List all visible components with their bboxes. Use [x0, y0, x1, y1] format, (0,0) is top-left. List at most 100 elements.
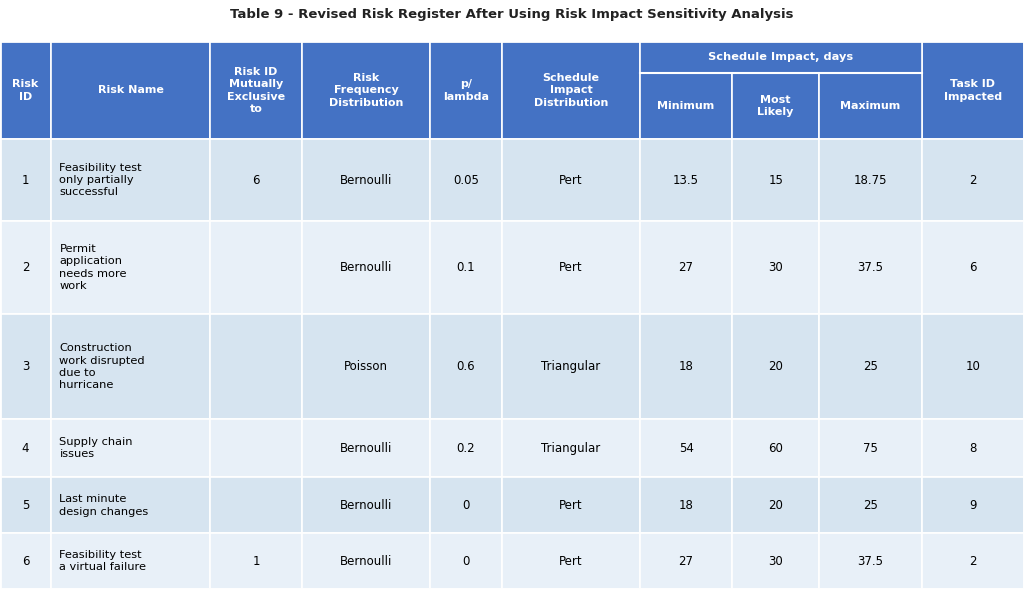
- Bar: [732, 478, 819, 533]
- Text: Bernoulli: Bernoulli: [340, 261, 392, 274]
- Bar: [732, 315, 819, 419]
- Bar: [640, 140, 732, 221]
- Bar: [922, 315, 1024, 419]
- Text: Bernoulli: Bernoulli: [340, 499, 392, 512]
- Text: Pert: Pert: [559, 555, 583, 568]
- Bar: [210, 140, 302, 221]
- Bar: [210, 221, 302, 315]
- Bar: [502, 221, 640, 315]
- Bar: [0, 41, 51, 140]
- Bar: [302, 140, 430, 221]
- Text: Triangular: Triangular: [542, 442, 600, 455]
- Bar: [51, 221, 210, 315]
- Text: Pert: Pert: [559, 174, 583, 187]
- Bar: [430, 533, 502, 589]
- Text: Pert: Pert: [559, 499, 583, 512]
- Text: 18.75: 18.75: [854, 174, 887, 187]
- Bar: [0, 315, 51, 419]
- Text: 60: 60: [768, 442, 783, 455]
- Bar: [430, 315, 502, 419]
- Bar: [640, 221, 732, 315]
- Bar: [210, 478, 302, 533]
- Bar: [922, 41, 1024, 140]
- Bar: [430, 419, 502, 478]
- Bar: [819, 533, 922, 589]
- Text: 54: 54: [679, 442, 693, 455]
- Bar: [210, 41, 302, 140]
- Bar: [922, 533, 1024, 589]
- Bar: [640, 478, 732, 533]
- Text: Pert: Pert: [559, 261, 583, 274]
- Bar: [430, 41, 502, 140]
- Bar: [922, 419, 1024, 478]
- Text: 25: 25: [863, 360, 878, 373]
- Text: 0: 0: [462, 555, 470, 568]
- Text: Bernoulli: Bernoulli: [340, 442, 392, 455]
- Bar: [210, 419, 302, 478]
- Text: 37.5: 37.5: [857, 555, 884, 568]
- Bar: [51, 419, 210, 478]
- Text: 75: 75: [863, 442, 878, 455]
- Text: Triangular: Triangular: [542, 360, 600, 373]
- Bar: [819, 72, 922, 140]
- Text: 18: 18: [679, 360, 693, 373]
- Text: 27: 27: [679, 261, 693, 274]
- Bar: [732, 419, 819, 478]
- Bar: [502, 419, 640, 478]
- Text: Risk
Frequency
Distribution: Risk Frequency Distribution: [329, 73, 403, 108]
- Text: 18: 18: [679, 499, 693, 512]
- Text: 6: 6: [969, 261, 977, 274]
- Text: 0.05: 0.05: [453, 174, 479, 187]
- Bar: [922, 221, 1024, 315]
- Text: 0.6: 0.6: [457, 360, 475, 373]
- Text: Permit
application
needs more
work: Permit application needs more work: [59, 244, 127, 291]
- Bar: [502, 478, 640, 533]
- Text: Risk
ID: Risk ID: [12, 79, 39, 101]
- Bar: [0, 221, 51, 315]
- Bar: [732, 140, 819, 221]
- Text: Construction
work disrupted
due to
hurricane: Construction work disrupted due to hurri…: [59, 343, 145, 391]
- Bar: [210, 533, 302, 589]
- Text: 30: 30: [768, 261, 783, 274]
- Text: Bernoulli: Bernoulli: [340, 174, 392, 187]
- Bar: [502, 41, 640, 140]
- Text: Supply chain
issues: Supply chain issues: [59, 437, 133, 459]
- Bar: [51, 41, 210, 140]
- Bar: [51, 140, 210, 221]
- Bar: [0, 140, 51, 221]
- Bar: [640, 72, 732, 140]
- Text: Maximum: Maximum: [841, 101, 900, 111]
- Text: 30: 30: [768, 555, 783, 568]
- Text: 20: 20: [768, 360, 783, 373]
- Text: Bernoulli: Bernoulli: [340, 555, 392, 568]
- Bar: [502, 140, 640, 221]
- Bar: [0, 419, 51, 478]
- Bar: [302, 41, 430, 140]
- Bar: [51, 478, 210, 533]
- Text: 25: 25: [863, 499, 878, 512]
- Text: 20: 20: [768, 499, 783, 512]
- Text: 10: 10: [966, 360, 980, 373]
- Text: 15: 15: [768, 174, 783, 187]
- Bar: [640, 41, 922, 72]
- Text: Schedule
Impact
Distribution: Schedule Impact Distribution: [534, 73, 608, 108]
- Bar: [0, 533, 51, 589]
- Bar: [302, 419, 430, 478]
- Text: 2: 2: [969, 174, 977, 187]
- Text: 8: 8: [969, 442, 977, 455]
- Text: Minimum: Minimum: [657, 101, 715, 111]
- Bar: [922, 140, 1024, 221]
- Text: 9: 9: [969, 499, 977, 512]
- Bar: [302, 315, 430, 419]
- Text: 5: 5: [22, 499, 30, 512]
- Bar: [430, 478, 502, 533]
- Text: 13.5: 13.5: [673, 174, 699, 187]
- Bar: [819, 140, 922, 221]
- Text: Risk Name: Risk Name: [97, 85, 164, 95]
- Text: Poisson: Poisson: [344, 360, 388, 373]
- Text: 27: 27: [679, 555, 693, 568]
- Bar: [732, 221, 819, 315]
- Text: 1: 1: [252, 555, 260, 568]
- Text: 4: 4: [22, 442, 30, 455]
- Bar: [640, 533, 732, 589]
